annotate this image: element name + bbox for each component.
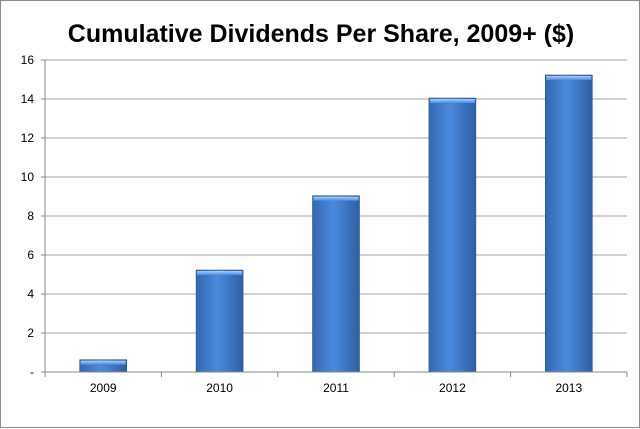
bar-highlight [429, 99, 475, 104]
bar [544, 74, 593, 373]
x-tick-label: 2010 [206, 381, 233, 395]
y-tick-label: - [30, 365, 34, 379]
x-tick-label: 2012 [439, 381, 466, 395]
y-tick-label: 10 [21, 170, 35, 184]
bar-2012 [428, 97, 477, 373]
bar-2009 [79, 359, 127, 373]
bar [428, 97, 477, 373]
x-tick-label: 2013 [555, 381, 582, 395]
x-tick-label: 2009 [90, 381, 117, 395]
y-tick-label: 4 [27, 287, 34, 301]
bar-2010 [195, 269, 244, 373]
y-tick-label: 16 [21, 53, 35, 67]
y-tick-label: 6 [27, 248, 34, 262]
bar-2011 [312, 195, 360, 373]
bar-highlight [313, 196, 359, 201]
bar-highlight [80, 360, 126, 365]
y-tick-label: 8 [27, 209, 34, 223]
y-tick-label: 12 [21, 131, 35, 145]
bar-highlight [197, 271, 243, 276]
bar-highlight [546, 76, 592, 81]
bar [195, 269, 244, 373]
bar-2013 [544, 74, 593, 373]
y-tick-label: 14 [21, 92, 35, 106]
chart-title: Cumulative Dividends Per Share, 2009+ ($… [68, 20, 574, 48]
x-tick-label: 2011 [323, 381, 349, 395]
bar [312, 195, 360, 373]
y-tick-label: 2 [27, 326, 34, 340]
